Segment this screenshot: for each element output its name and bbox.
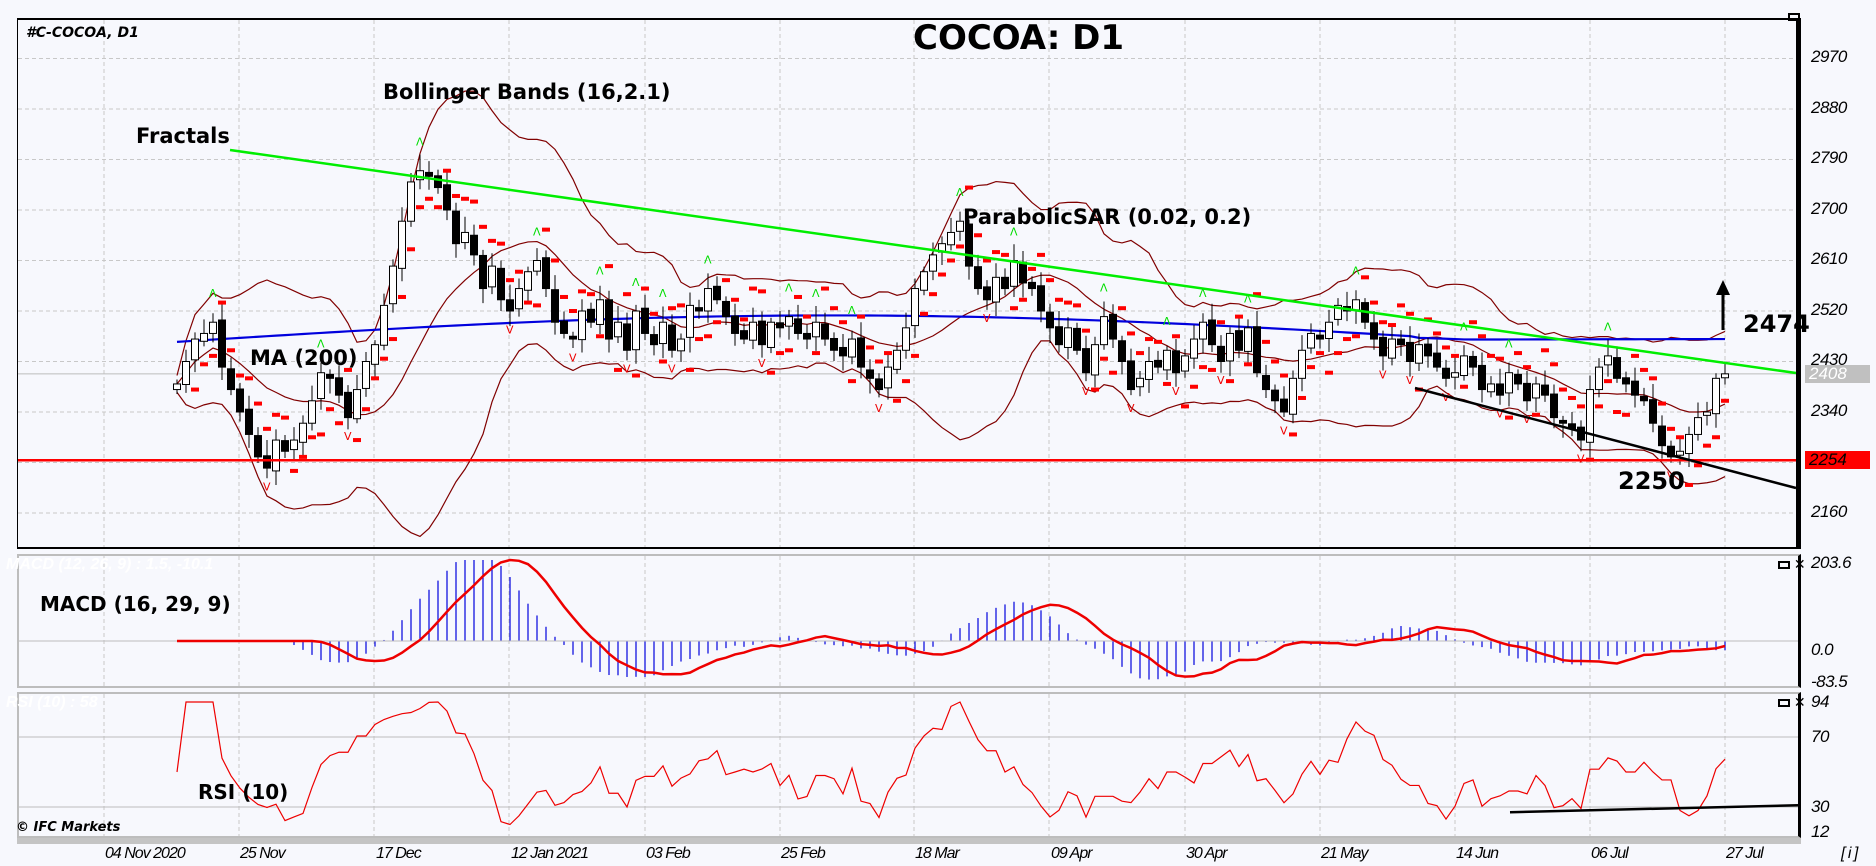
svg-text:V: V (1523, 413, 1531, 426)
macd-tick: 203.6 (1811, 553, 1852, 572)
svg-text:Ʌ: Ʌ (596, 265, 604, 278)
rsi-tick: 30 (1811, 797, 1829, 816)
support-price-badge: 2254 (1805, 451, 1870, 469)
svg-text:V: V (1379, 368, 1387, 381)
rsi-panel-controls[interactable]: ✕ (1778, 694, 1806, 711)
svg-text:Ʌ: Ʌ (785, 281, 793, 294)
horizontal-scrollbar[interactable] (17, 838, 1801, 844)
svg-text:Ʌ: Ʌ (1010, 225, 1018, 238)
date-tick: 27 Jul (1726, 845, 1764, 862)
symbol-label: #C-COCOA, D1 (26, 25, 139, 41)
svg-text:Ʌ: Ʌ (1163, 315, 1171, 328)
svg-text:Ʌ: Ʌ (704, 253, 712, 266)
date-tick: 14 Jun (1456, 845, 1499, 862)
target-price-label: 2474 (1743, 310, 1810, 338)
svg-text:V: V (1082, 385, 1090, 398)
date-tick: 03 Feb (646, 845, 691, 862)
date-tick: 17 Dec (376, 845, 422, 862)
svg-text:Ʌ: Ʌ (416, 135, 424, 148)
svg-text:V: V (569, 352, 577, 365)
date-tick: 09 Apr (1051, 845, 1093, 862)
price-tick: 2880 (1811, 98, 1847, 117)
date-tick: 30 Apr (1186, 845, 1228, 862)
svg-text:Ʌ: Ʌ (1460, 321, 1468, 334)
svg-text:Ʌ: Ʌ (1199, 287, 1207, 300)
sar-label: ParabolicSAR (0.02, 0.2) (963, 205, 1252, 229)
svg-text:Ʌ: Ʌ (632, 276, 640, 289)
maximize-icon[interactable] (1778, 561, 1790, 569)
price-tick: 2340 (1811, 401, 1847, 420)
date-tick: 12 Jan 2021 (511, 845, 589, 862)
svg-text:V: V (1496, 408, 1504, 421)
current-price-badge: 2408 (1805, 365, 1870, 383)
svg-text:V: V (1172, 385, 1180, 398)
svg-text:Ʌ: Ʌ (812, 287, 820, 300)
svg-text:Ʌ: Ʌ (1505, 337, 1513, 350)
svg-text:Ʌ: Ʌ (1100, 281, 1108, 294)
macd-tick: 0.0 (1811, 640, 1834, 659)
macd-tick: -83.5 (1811, 672, 1848, 691)
price-tick: 2160 (1811, 502, 1847, 521)
svg-text:Ʌ: Ʌ (317, 337, 325, 350)
svg-text:V: V (506, 323, 514, 336)
svg-text:Ʌ: Ʌ (1604, 321, 1612, 334)
maximize-icon[interactable] (1788, 8, 1800, 24)
date-tick: 25 Nov (240, 845, 286, 862)
svg-text:V: V (623, 363, 631, 376)
price-tick: 2700 (1811, 199, 1847, 218)
svg-text:Ʌ: Ʌ (659, 287, 667, 300)
close-icon[interactable]: ✕ (1793, 556, 1806, 572)
svg-text:V: V (875, 402, 883, 415)
svg-text:Ʌ: Ʌ (1244, 293, 1252, 306)
macd-label: MACD (16, 29, 9) (40, 592, 231, 616)
bollinger-label: Bollinger Bands (16,2.1) (383, 80, 671, 104)
svg-text:V: V (1127, 402, 1135, 415)
svg-text:V: V (344, 430, 352, 443)
svg-text:V: V (758, 357, 766, 370)
macd-header: MACD (12, 26, 9) : 1.5, -10.1 (6, 556, 214, 573)
svg-text:V: V (983, 312, 991, 325)
svg-text:V: V (1667, 469, 1675, 482)
rsi-tick: 94 (1811, 692, 1829, 711)
date-tick: 06 Jul (1591, 845, 1629, 862)
svg-text:Ʌ: Ʌ (848, 304, 856, 317)
date-tick: 04 Nov 2020 (105, 845, 186, 862)
rsi-tick: 12 (1811, 822, 1829, 841)
close-icon[interactable]: ✕ (1793, 694, 1806, 710)
svg-text:V: V (1217, 374, 1225, 387)
svg-text:Ʌ: Ʌ (1352, 265, 1360, 278)
rsi-tick: 70 (1811, 727, 1829, 746)
price-tick: 2970 (1811, 47, 1847, 66)
date-tick: 18 Mar (915, 845, 960, 862)
svg-text:V: V (668, 363, 676, 376)
date-tick: 21 May (1321, 845, 1368, 862)
svg-text:Ʌ: Ʌ (533, 225, 541, 238)
svg-text:Ʌ: Ʌ (209, 287, 217, 300)
copyright-label: © IFC Markets (16, 820, 121, 835)
support-price-label: 2250 (1618, 467, 1685, 495)
price-tick: 2790 (1811, 148, 1847, 167)
price-tick: 2520 (1811, 300, 1847, 319)
svg-text:V: V (1406, 374, 1414, 387)
price-tick: 2610 (1811, 249, 1847, 268)
macd-panel-controls[interactable]: ✕ (1778, 556, 1806, 573)
svg-text:V: V (263, 481, 271, 494)
macd-panel[interactable] (17, 554, 1801, 688)
fractals-label: Fractals (136, 124, 230, 148)
date-tick: 25 Feb (781, 845, 826, 862)
info-button[interactable]: [ i ] (1841, 845, 1858, 862)
ma-label: MA (200) (250, 346, 358, 370)
rsi-label: RSI (10) (198, 780, 289, 804)
price-tick: 2430 (1811, 350, 1847, 369)
maximize-icon[interactable] (1778, 699, 1790, 707)
svg-text:V: V (1577, 453, 1585, 466)
svg-text:V: V (1280, 424, 1288, 437)
rsi-header: RSI (10) : 58 (6, 694, 98, 711)
chart-title: COCOA: D1 (913, 18, 1125, 58)
svg-text:Ʌ: Ʌ (956, 186, 964, 199)
